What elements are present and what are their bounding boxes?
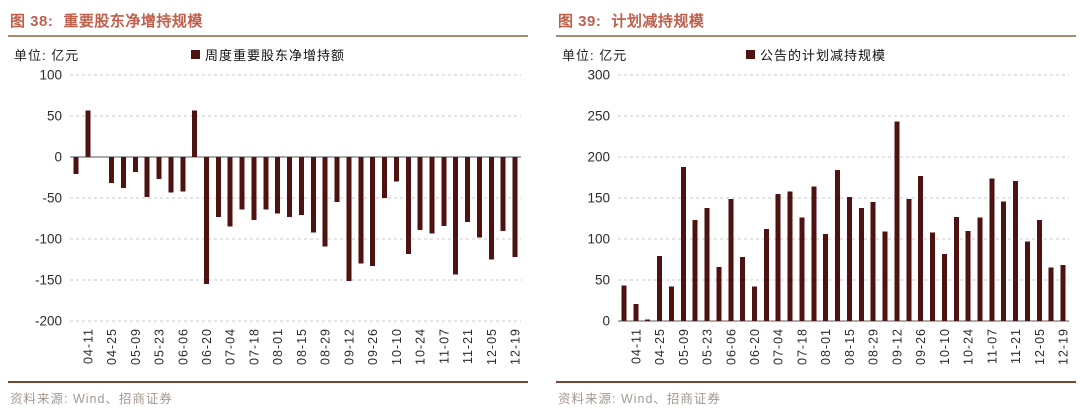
svg-text:06-06: 06-06 bbox=[176, 328, 190, 365]
source-text: 资料来源: Wind、招商证券 bbox=[10, 392, 173, 406]
figure-38-header: 图 38: 重要股东净增持规模 bbox=[8, 8, 528, 37]
svg-text:11-07: 11-07 bbox=[985, 328, 999, 364]
chart-meta-row: 单位: 亿元 周度重要股东净增持额 bbox=[8, 43, 528, 65]
figure-title: 计划减持规模 bbox=[611, 13, 705, 30]
legend-swatch-icon bbox=[745, 50, 755, 59]
svg-text:06-20: 06-20 bbox=[748, 328, 762, 365]
svg-text:07-18: 07-18 bbox=[795, 328, 809, 365]
bar-chart-planned-reduction: 300 250 200 150 100 50 0 04-11 04-25 05-09 05-23 06… bbox=[587, 68, 1071, 365]
svg-text:08-01: 08-01 bbox=[819, 328, 833, 365]
svg-text:-150: -150 bbox=[35, 273, 62, 288]
svg-text:11-21: 11-21 bbox=[461, 328, 475, 364]
svg-text:10-10: 10-10 bbox=[390, 328, 404, 365]
svg-text:-200: -200 bbox=[35, 314, 62, 329]
svg-text:05-23: 05-23 bbox=[153, 328, 167, 365]
figure-title: 重要股东净增持规模 bbox=[63, 13, 203, 30]
svg-text:06-06: 06-06 bbox=[724, 328, 738, 365]
figure-38-panel: 图 38: 重要股东净增持规模 单位: 亿元 周度重要股东净增持额 100 50 0… bbox=[8, 8, 528, 407]
svg-text:04-11: 04-11 bbox=[81, 328, 95, 364]
svg-text:0: 0 bbox=[602, 314, 610, 329]
svg-text:10-24: 10-24 bbox=[414, 328, 428, 365]
svg-text:250: 250 bbox=[587, 109, 610, 124]
svg-text:08-15: 08-15 bbox=[843, 328, 857, 365]
svg-text:08-29: 08-29 bbox=[867, 328, 881, 365]
svg-text:-100: -100 bbox=[35, 232, 62, 247]
svg-text:09-26: 09-26 bbox=[914, 328, 928, 365]
bar-chart-shareholder-net-increase: 100 50 0 -50 -100 -150 -200 04-11 04-25 05-09 05-2… bbox=[35, 68, 523, 365]
svg-text:08-01: 08-01 bbox=[271, 328, 285, 365]
svg-text:10-10: 10-10 bbox=[938, 328, 952, 365]
svg-text:09-12: 09-12 bbox=[342, 328, 356, 365]
svg-text:50: 50 bbox=[47, 109, 62, 124]
figure-number: 图 38: bbox=[10, 13, 54, 30]
svg-text:300: 300 bbox=[587, 68, 610, 83]
svg-text:10-24: 10-24 bbox=[962, 328, 976, 365]
svg-text:11-07: 11-07 bbox=[437, 328, 451, 364]
svg-text:07-04: 07-04 bbox=[224, 328, 238, 365]
svg-text:08-15: 08-15 bbox=[295, 328, 309, 365]
svg-text:04-11: 04-11 bbox=[629, 328, 643, 364]
report-figures-row: 图 38: 重要股东净增持规模 单位: 亿元 周度重要股东净增持额 100 50 0… bbox=[8, 8, 1076, 407]
svg-text:07-18: 07-18 bbox=[247, 328, 261, 365]
svg-text:07-04: 07-04 bbox=[772, 328, 786, 365]
svg-text:12-19: 12-19 bbox=[509, 328, 523, 365]
svg-text:12-05: 12-05 bbox=[1033, 328, 1047, 365]
svg-text:05-09: 05-09 bbox=[677, 328, 691, 365]
svg-text:04-25: 04-25 bbox=[105, 328, 119, 365]
svg-text:50: 50 bbox=[595, 273, 610, 288]
svg-text:0: 0 bbox=[54, 150, 62, 165]
figure-39-header: 图 39: 计划减持规模 bbox=[556, 8, 1076, 37]
legend-swatch-icon bbox=[190, 50, 200, 59]
svg-text:11-21: 11-21 bbox=[1009, 328, 1023, 364]
svg-text:150: 150 bbox=[587, 191, 610, 206]
source-note: 资料来源: Wind、招商证券 bbox=[556, 381, 1076, 407]
svg-text:06-20: 06-20 bbox=[200, 328, 214, 365]
svg-text:05-23: 05-23 bbox=[701, 328, 715, 365]
chart-meta-row: 单位: 亿元 公告的计划减持规模 bbox=[556, 43, 1076, 65]
unit-label: 单位: 亿元 bbox=[14, 48, 80, 63]
source-note: 资料来源: Wind、招商证券 bbox=[8, 381, 528, 407]
svg-text:100: 100 bbox=[587, 232, 610, 247]
legend-label: 公告的计划减持规模 bbox=[759, 48, 886, 63]
svg-text:100: 100 bbox=[39, 68, 62, 83]
source-text: 资料来源: Wind、招商证券 bbox=[558, 392, 721, 406]
legend: 周度重要股东净增持额 bbox=[8, 45, 528, 64]
legend: 公告的计划减持规模 bbox=[556, 45, 1076, 64]
figure-39-panel: 图 39: 计划减持规模 单位: 亿元 公告的计划减持规模 300 250 200 1… bbox=[556, 8, 1076, 407]
svg-text:04-25: 04-25 bbox=[653, 328, 667, 365]
figure-number: 图 39: bbox=[558, 13, 602, 30]
svg-text:05-09: 05-09 bbox=[129, 328, 143, 365]
svg-text:09-26: 09-26 bbox=[366, 328, 380, 365]
svg-text:12-19: 12-19 bbox=[1057, 328, 1071, 365]
svg-text:-50: -50 bbox=[42, 191, 62, 206]
unit-label: 单位: 亿元 bbox=[562, 48, 628, 63]
legend-label: 周度重要股东净增持额 bbox=[204, 48, 345, 63]
svg-text:09-12: 09-12 bbox=[890, 328, 904, 365]
svg-text:200: 200 bbox=[587, 150, 610, 165]
svg-text:08-29: 08-29 bbox=[319, 328, 333, 365]
svg-text:12-05: 12-05 bbox=[485, 328, 499, 365]
